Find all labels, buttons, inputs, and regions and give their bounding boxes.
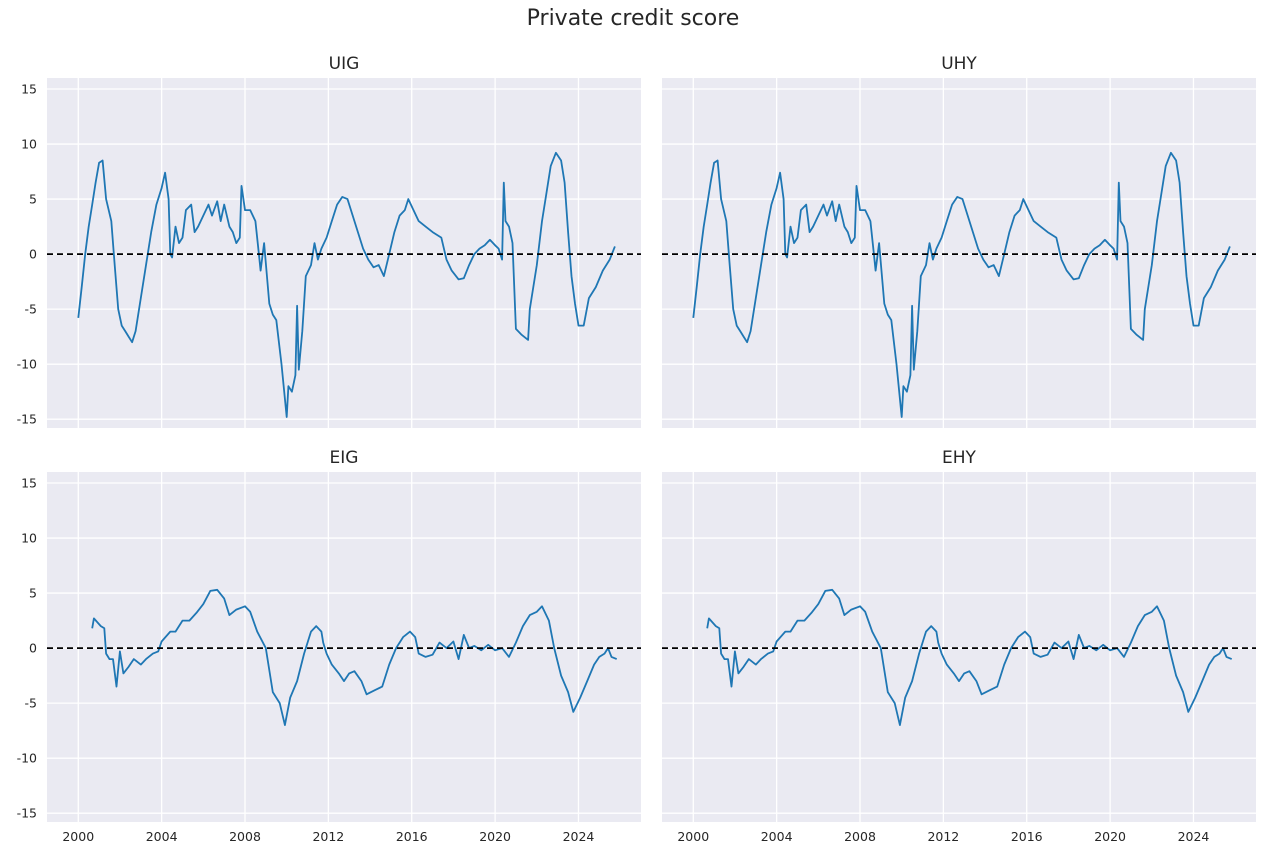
series-line xyxy=(706,588,1233,726)
y-tick-label: 10 xyxy=(21,137,37,152)
x-tick-label: 2024 xyxy=(563,829,595,844)
x-tick-label: 2016 xyxy=(396,829,428,844)
panel-title: EHY xyxy=(942,448,977,468)
x-tick-label: 2000 xyxy=(62,829,94,844)
y-tick-label: 5 xyxy=(29,586,37,601)
y-tick-label: -5 xyxy=(25,302,37,317)
series-line xyxy=(692,151,1231,418)
y-tick-label: -10 xyxy=(17,751,37,766)
x-tick-label: 2000 xyxy=(677,829,709,844)
x-tick-label: 2004 xyxy=(761,829,793,844)
panel-uig: -15 -10 -5 0 5 10 15 UIG xyxy=(17,54,641,428)
x-tick-label: 2016 xyxy=(1011,829,1043,844)
plot-background xyxy=(662,78,1256,428)
y-tick-label: 0 xyxy=(29,247,37,262)
x-tick-label: 2008 xyxy=(844,829,876,844)
y-tick-label: -15 xyxy=(17,412,37,427)
y-tick-label: 5 xyxy=(29,192,37,207)
x-tick-label: 2012 xyxy=(312,829,344,844)
panel-eig: -15 -10 -5 0 5 10 15 2000 2004 2008 2012 2016 2020 20… xyxy=(17,448,641,844)
y-tick-label: 10 xyxy=(21,531,37,546)
y-tick-label: -15 xyxy=(17,806,37,821)
panel-title: UIG xyxy=(329,54,360,74)
x-tick-label: 2004 xyxy=(146,829,178,844)
y-tick-label: 15 xyxy=(21,82,37,97)
y-tick-label: -10 xyxy=(17,357,37,372)
panel-uhy: UHY xyxy=(662,54,1256,428)
series-line xyxy=(91,588,618,726)
plot-background xyxy=(47,472,641,822)
x-tick-label: 2020 xyxy=(1094,829,1126,844)
panel-title: UHY xyxy=(941,54,977,74)
y-tick-label: 15 xyxy=(21,476,37,491)
x-tick-label: 2008 xyxy=(229,829,261,844)
figure-title: Private credit score xyxy=(526,6,740,31)
x-tick-label: 2020 xyxy=(479,829,511,844)
panel-ehy: 2000 2004 2008 2012 2016 2020 2024 EHY xyxy=(662,448,1256,844)
plot-background xyxy=(47,78,641,428)
panel-title: EIG xyxy=(330,448,359,468)
y-tick-label: 0 xyxy=(29,641,37,656)
x-tick-label: 2012 xyxy=(927,829,959,844)
x-tick-label: 2024 xyxy=(1178,829,1210,844)
series-line xyxy=(77,151,616,418)
plot-background xyxy=(662,472,1256,822)
y-tick-label: -5 xyxy=(25,696,37,711)
